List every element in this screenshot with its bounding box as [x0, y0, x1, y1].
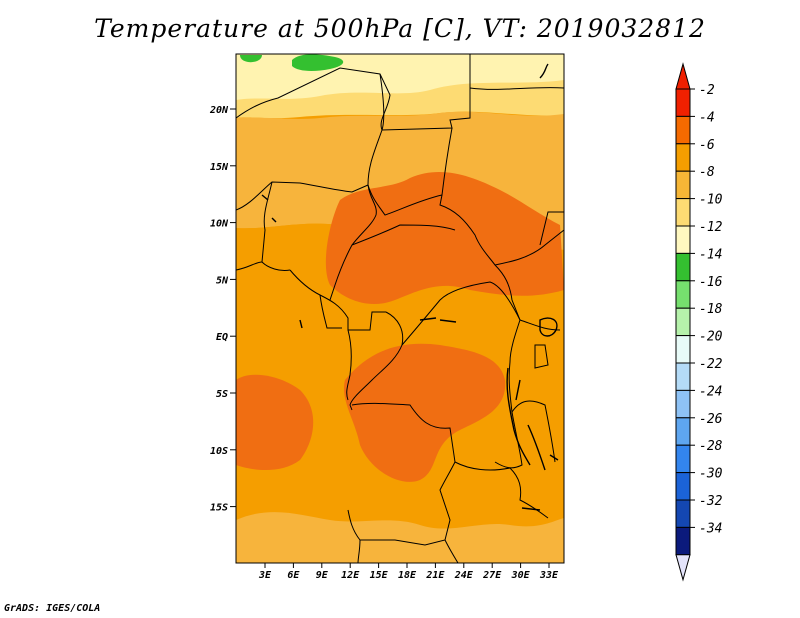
lon-label: 30E: [511, 570, 531, 581]
colorbar-swatch: [675, 88, 691, 117]
lon-label: 12E: [341, 570, 360, 581]
lat-label: 15S: [210, 503, 228, 514]
colorbar-swatch: [675, 444, 691, 474]
lon-label: 9E: [316, 570, 329, 581]
longitude-axis: 3E 6E 9E 12E 15E 18E 21E 24E 27E 30E 33E: [258, 563, 559, 581]
colorbar-label: -18: [699, 302, 723, 317]
latitude-axis: 20N 15N 10N 5N EQ 5S 10S 15S: [209, 105, 236, 514]
lat-label: 15N: [210, 162, 229, 173]
lon-label: 3E: [258, 570, 272, 581]
colorbar-under-triangle: [675, 554, 691, 582]
colorbar-swatch: [675, 198, 691, 227]
lon-label: 18E: [398, 570, 417, 581]
field-light-patch-south: [236, 512, 564, 563]
colorbar-swatch: [675, 472, 691, 501]
colorbar-swatch: [675, 115, 691, 145]
colorbar-swatch: [675, 143, 691, 172]
field-warm-patch-atlantic: [236, 374, 314, 470]
colorbar-label: -16: [699, 275, 723, 290]
field-cool-patch: [292, 54, 344, 71]
lat-label: 10S: [210, 446, 228, 457]
colorbar-label: -10: [699, 193, 723, 208]
colorbar-label: -8: [699, 165, 715, 180]
colorbar-label: -20: [699, 330, 723, 345]
lon-label: 15E: [370, 570, 389, 581]
lat-label: 10N: [210, 219, 229, 230]
field-cool-patch-2: [240, 55, 262, 63]
temperature-field: [236, 54, 564, 563]
colorbar-swatch: [675, 225, 691, 254]
colorbar-swatch: [675, 362, 691, 391]
lat-label: EQ: [216, 332, 228, 343]
colorbar-swatch: [675, 170, 691, 200]
lakes-and-coast: [261, 63, 559, 511]
country-borders: [236, 54, 564, 563]
colorbar-label: -30: [699, 467, 723, 482]
map-frame: [235, 53, 565, 564]
colorbar-swatch: [675, 280, 691, 309]
colorbar-label: -2: [699, 83, 715, 98]
colorbar-label: -22: [699, 357, 723, 372]
lat-label: 5S: [216, 389, 228, 400]
field-warm-patch-congo: [343, 343, 506, 482]
colorbar-swatch: [675, 252, 691, 282]
colorbar-swatch: [675, 389, 691, 419]
colorbar-swatch: [675, 417, 691, 446]
colorbar-label: -26: [699, 412, 723, 427]
lon-label: 6E: [287, 570, 300, 581]
chart-title: Temperature at 500hPa [C], VT: 201903281…: [94, 14, 706, 43]
colorbar-label: -12: [699, 220, 723, 235]
colorbar-label: -14: [699, 247, 722, 262]
colorbar-label: -32: [699, 494, 723, 509]
lon-label: 33E: [539, 570, 559, 581]
colorbar-label: -34: [699, 521, 722, 536]
colorbar-label: -4: [699, 110, 715, 125]
field-warm-patch-northeast: [325, 171, 564, 305]
colorbar-swatch: [675, 307, 691, 337]
colorbar-swatch: [675, 526, 691, 556]
lon-label: 24E: [454, 570, 474, 581]
grads-credit: GrADS: IGES/COLA: [4, 603, 101, 614]
colorbar-swatch: [675, 335, 691, 364]
colorbar-label: -6: [699, 138, 715, 153]
colorbar-over-triangle: [675, 62, 691, 90]
lat-label: 20N: [209, 105, 229, 116]
lon-label: 21E: [425, 570, 445, 581]
colorbar-label: -28: [699, 439, 723, 454]
colorbar-swatch: [675, 499, 691, 528]
colorbar: -2 -4 -6 -8 -10 -12 -14 -16 -18 -20 -22 -24 -26 -28 -3…: [675, 62, 723, 582]
lon-label: 27E: [482, 570, 502, 581]
colorbar-label: -24: [699, 384, 722, 399]
lat-label: 5N: [216, 275, 229, 286]
